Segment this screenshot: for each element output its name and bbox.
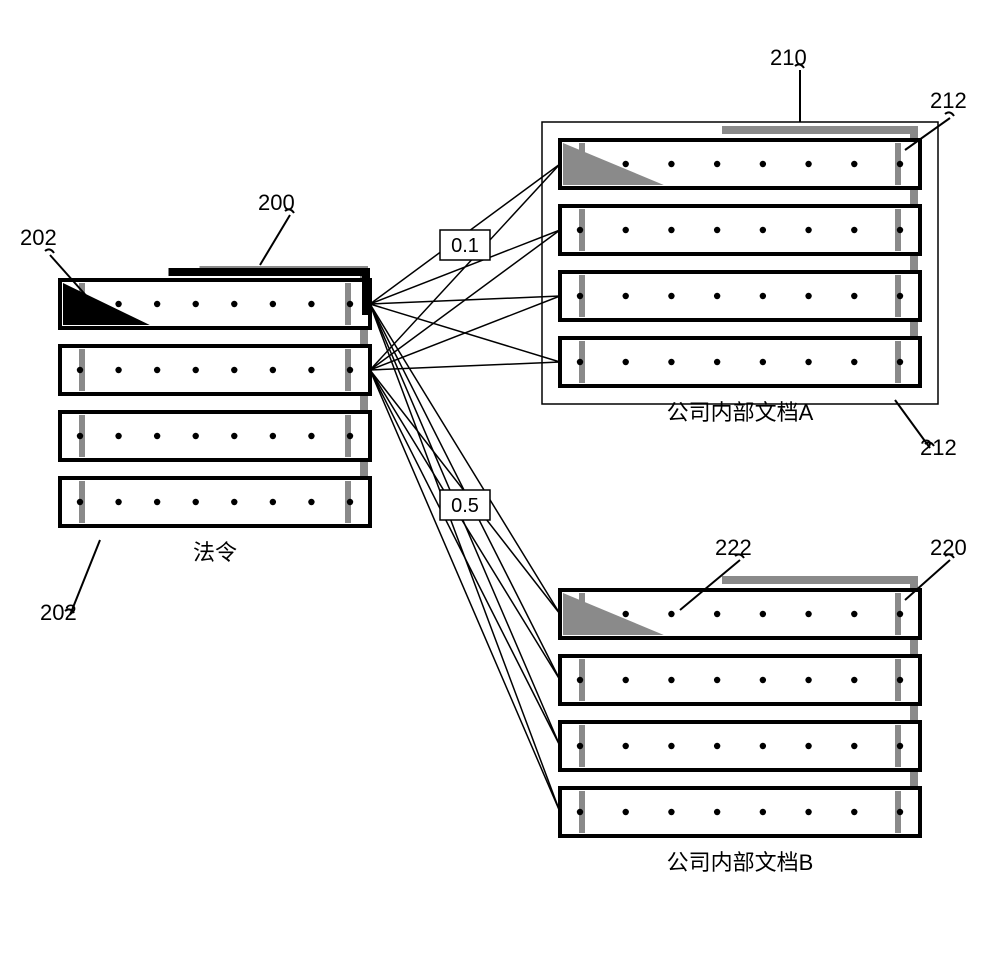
doc-block-bottomRight: 公司内部文档B xyxy=(560,580,920,875)
block-caption: 公司内部文档B xyxy=(667,850,814,875)
doc-block-left: 法令 xyxy=(60,270,370,565)
block-caption: 公司内部文档A xyxy=(667,400,814,425)
doc-row xyxy=(560,656,920,704)
ref-label-200: 200 xyxy=(258,190,295,215)
ref-label-220: 220 xyxy=(930,535,967,560)
doc-row xyxy=(60,346,370,394)
doc-row xyxy=(560,338,920,386)
block-caption: 法令 xyxy=(193,540,237,565)
ref-label-212: 212 xyxy=(920,435,957,460)
doc-row xyxy=(60,478,370,526)
doc-block-topRight: 公司内部文档A xyxy=(542,122,938,425)
ref-label-212: 212 xyxy=(930,88,967,113)
doc-row xyxy=(560,206,920,254)
doc-row xyxy=(560,788,920,836)
doc-row xyxy=(560,722,920,770)
ref-label-222: 222 xyxy=(715,535,752,560)
weight-value: 0.1 xyxy=(451,235,479,257)
doc-row xyxy=(560,272,920,320)
weight-value: 0.5 xyxy=(451,495,479,517)
ref-label-202: 202 xyxy=(20,225,57,250)
doc-row xyxy=(60,412,370,460)
